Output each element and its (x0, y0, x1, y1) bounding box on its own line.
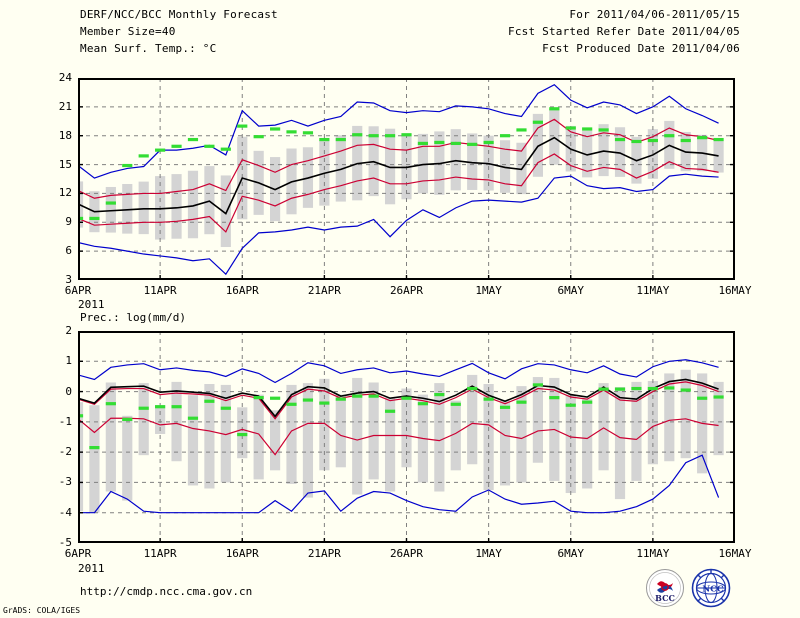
precipitation-y-tick: 1 (65, 354, 72, 368)
precipitation-y-tick: -2 (58, 445, 72, 459)
precipitation-y-tick: -4 (58, 505, 72, 519)
precipitation-chart (78, 331, 735, 543)
svg-text:NCC: NCC (702, 585, 724, 595)
precipitation-x-tick: 21APR (307, 547, 341, 560)
forecast-start-label: Fcst Started Refer Date 2011/04/05 (508, 25, 740, 38)
source-url[interactable]: http://cmdp.ncc.cma.gov.cn (80, 585, 253, 598)
forecast-produced-label: Fcst Produced Date 2011/04/06 (542, 42, 740, 55)
temperature-y-tick: 9 (65, 215, 72, 229)
temperature-plot-frame (78, 78, 735, 280)
temperature-x-tick: 11APR (143, 284, 177, 297)
precipitation-x-tick: 16APR (225, 547, 259, 560)
temperature-year-label: 2011 (78, 298, 105, 311)
report-title: DERF/NCC/BCC Monthly Forecast (80, 8, 278, 21)
temperature-y-tick: 15 (58, 157, 72, 171)
svg-text:BCC: BCC (655, 593, 675, 603)
member-size-label: Member Size=40 (80, 25, 176, 38)
precipitation-year-label: 2011 (78, 562, 105, 575)
precipitation-y-tick: 2 (65, 324, 72, 337)
precipitation-y-tick: -5 (58, 536, 72, 549)
temperature-y-tick: 21 (58, 99, 72, 113)
precipitation-panel-label: Prec.: log(mm/d) (80, 311, 186, 324)
temperature-x-tick: 6MAY (557, 284, 585, 297)
precipitation-x-tick: 11MAY (636, 547, 670, 560)
temperature-y-tick: 24 (58, 71, 72, 84)
precipitation-x-tick: 1MAY (475, 547, 502, 560)
temperature-chart (78, 78, 735, 280)
temperature-panel-label: Mean Surf. Temp.: °C (80, 42, 217, 55)
precipitation-plot-frame (78, 331, 735, 543)
temperature-x-tick: 6APR (64, 284, 92, 297)
precipitation-y-tick: 0 (65, 384, 72, 398)
precipitation-x-tick: 6APR (64, 547, 92, 560)
temperature-x-tick: 26APR (389, 284, 424, 297)
precipitation-plot-svg (78, 331, 735, 543)
precipitation-x-tick: 6MAY (557, 547, 585, 560)
temperature-x-tick: 16APR (225, 284, 259, 297)
ncc-logo-icon: NCC (691, 568, 731, 608)
temperature-y-tick: 3 (65, 273, 72, 286)
temperature-x-tick: 1MAY (475, 284, 502, 297)
forecast-period-label: For 2011/04/06-2011/05/15 (569, 8, 740, 21)
temperature-y-tick: 12 (58, 186, 72, 200)
temperature-y-tick: 18 (58, 128, 72, 142)
temperature-plot-svg (78, 78, 735, 280)
precipitation-x-tick: 11APR (143, 547, 177, 560)
precipitation-y-tick: -1 (58, 414, 72, 428)
temperature-x-tick: 21APR (307, 284, 341, 297)
temperature-y-tick: 6 (65, 244, 72, 258)
precipitation-y-tick: -3 (58, 475, 72, 489)
bcc-logo-icon: BCC (646, 569, 684, 607)
temperature-x-tick: 11MAY (636, 284, 670, 297)
precipitation-x-tick: 26APR (389, 547, 424, 560)
grads-credit: GrADS: COLA/IGES (3, 606, 81, 615)
temperature-x-tick: 16MAY (718, 284, 752, 297)
precipitation-x-tick: 16MAY (718, 547, 752, 560)
agency-logos: BCC NCC (645, 568, 750, 608)
